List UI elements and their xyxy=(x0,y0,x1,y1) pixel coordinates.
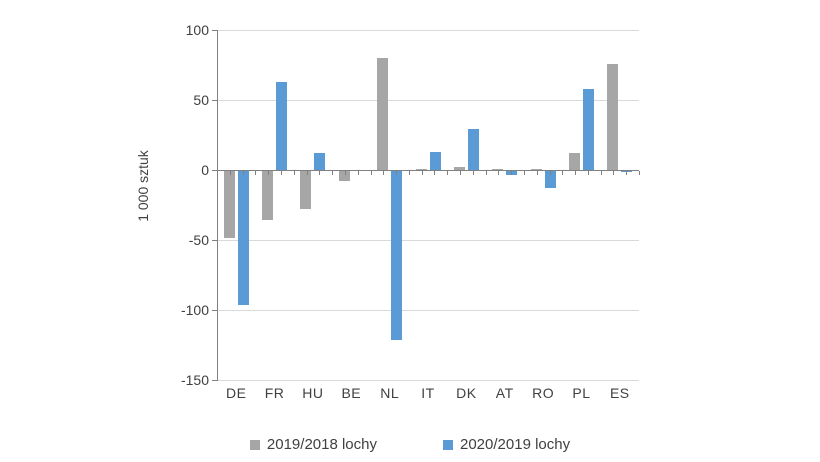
plot-area xyxy=(212,30,640,381)
x-axis-minor-tick xyxy=(447,171,449,175)
y-tick-label-50: 50 xyxy=(193,92,209,108)
x-axis-minor-tick xyxy=(562,171,564,175)
y-tick-label-0: 0 xyxy=(201,162,209,178)
bar-at-2019-2018 xyxy=(492,168,504,170)
y-axis-tick-labels: 100 50 0 -50 -100 -150 xyxy=(0,0,209,462)
x-axis-minor-tick xyxy=(421,171,423,175)
x-label-ro: RO xyxy=(532,385,555,401)
y-axis-tick-0 xyxy=(212,170,217,171)
bar-nl-2019-2018 xyxy=(377,58,389,170)
gridline--100 xyxy=(217,310,639,311)
x-axis-labels: DE FR HU BE NL IT DK AT RO PL ES xyxy=(217,384,639,402)
x-axis-minor-tick xyxy=(626,171,628,175)
x-label-it: IT xyxy=(421,385,435,401)
y-axis-line xyxy=(217,30,218,381)
x-label-de: DE xyxy=(225,385,247,401)
x-axis-minor-tick xyxy=(319,171,321,175)
y-axis-tick-50 xyxy=(212,100,217,101)
x-label-dk: DK xyxy=(456,385,477,401)
gridline--150 xyxy=(217,380,639,381)
x-axis-minor-tick xyxy=(536,171,538,175)
x-label-hu: HU xyxy=(302,385,324,401)
gridline--50 xyxy=(217,240,639,241)
x-axis-minor-tick xyxy=(280,171,282,175)
x-axis-minor-tick xyxy=(511,171,513,175)
x-axis-minor-tick xyxy=(587,171,589,175)
x-axis-minor-tick xyxy=(332,171,334,175)
x-axis-minor-tick xyxy=(396,171,397,175)
bar-de-2020-2019 xyxy=(237,171,249,306)
x-axis-minor-tick xyxy=(229,171,231,175)
x-axis-zero-line xyxy=(217,170,639,171)
x-axis-minor-tick xyxy=(639,171,640,175)
x-axis-minor-tick xyxy=(434,171,436,175)
bar-it-2019-2018 xyxy=(415,168,427,170)
bar-fr-2019-2018 xyxy=(262,171,273,220)
legend-item-2019-2018: 2019/2018 lochy xyxy=(249,436,377,453)
gridline-50 xyxy=(217,100,639,101)
bar-hu-2020-2019 xyxy=(314,153,326,170)
x-axis-minor-tick xyxy=(293,171,295,175)
x-label-fr: FR xyxy=(264,385,285,401)
x-axis-minor-tick xyxy=(344,171,346,175)
y-axis-tick--50 xyxy=(212,240,217,241)
x-label-es: ES xyxy=(609,385,630,401)
y-tick-label-100: 100 xyxy=(185,22,209,38)
bar-ro-2020-2019 xyxy=(544,171,556,188)
x-axis-minor-tick xyxy=(383,171,385,175)
x-axis-minor-tick xyxy=(357,171,359,175)
x-axis-minor-tick xyxy=(485,171,487,175)
y-tick-label--100: -100 xyxy=(180,302,209,318)
bar-de-2019-2018 xyxy=(223,171,235,239)
x-axis-minor-tick xyxy=(498,171,500,175)
y-axis-tick--100 xyxy=(212,310,217,311)
x-axis-minor-tick xyxy=(306,171,308,175)
x-axis-minor-tick xyxy=(370,171,372,175)
x-label-at: AT xyxy=(495,385,514,401)
x-label-be: BE xyxy=(341,385,362,401)
x-axis-minor-tick xyxy=(217,171,218,175)
y-tick-label--50: -50 xyxy=(188,232,209,248)
legend-item-2020-2019: 2020/2019 lochy xyxy=(443,436,570,453)
bar-hu-2019-2018 xyxy=(300,171,312,209)
bar-be-2019-2018 xyxy=(338,171,350,181)
bar-pl-2019-2018 xyxy=(569,153,580,170)
x-axis-minor-tick xyxy=(472,171,474,175)
y-axis-tick-100 xyxy=(212,30,217,31)
x-axis-minor-tick xyxy=(242,171,244,175)
bar-dk-2020-2019 xyxy=(467,129,479,170)
legend-swatch-2020-2019 xyxy=(443,439,453,450)
x-axis-minor-tick xyxy=(613,171,615,175)
bar-fr-2020-2019 xyxy=(276,81,287,170)
y-tick-label--150: -150 xyxy=(180,372,209,388)
x-axis-minor-tick xyxy=(460,171,461,175)
gridline-100 xyxy=(217,30,639,31)
y-axis-tick--150 xyxy=(212,380,217,381)
x-axis-minor-tick xyxy=(255,171,257,175)
x-axis-minor-tick xyxy=(408,171,410,175)
x-axis-minor-tick xyxy=(268,171,270,175)
legend-swatch-2019-2018 xyxy=(249,439,260,450)
bar-es-2019-2018 xyxy=(607,63,619,170)
bar-dk-2019-2018 xyxy=(453,167,465,170)
x-label-nl: NL xyxy=(380,385,400,401)
bar-pl-2020-2019 xyxy=(583,88,594,170)
bar-it-2020-2019 xyxy=(429,151,441,170)
x-axis-minor-tick xyxy=(575,171,577,175)
legend: 2019/2018 lochy 2020/2019 lochy xyxy=(0,436,820,453)
x-axis-minor-tick xyxy=(600,171,602,175)
legend-label-2020-2019: 2020/2019 lochy xyxy=(460,436,571,453)
bar-nl-2020-2019 xyxy=(391,171,403,341)
x-axis-minor-tick xyxy=(549,171,551,175)
x-axis-minor-tick xyxy=(523,171,525,175)
bar-ro-2019-2018 xyxy=(530,168,542,170)
x-label-pl: PL xyxy=(572,385,591,401)
legend-label-2019-2018: 2019/2018 lochy xyxy=(266,436,377,453)
